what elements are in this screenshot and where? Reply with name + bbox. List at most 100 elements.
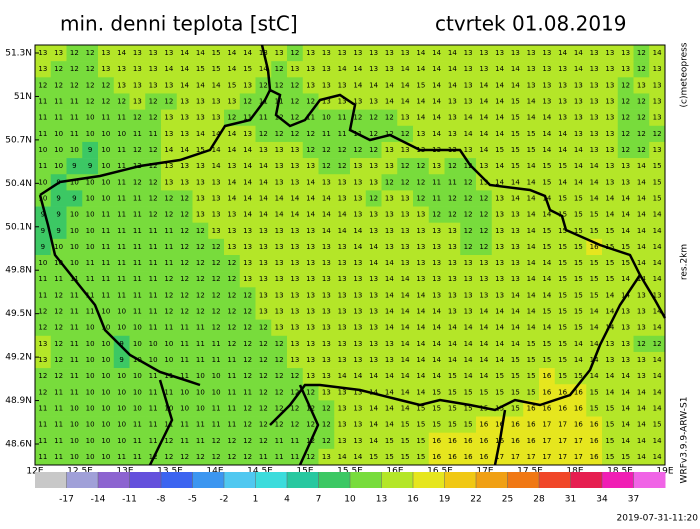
temperature-value: 14	[385, 259, 394, 267]
temperature-cell	[224, 125, 241, 143]
temperature-cell	[35, 222, 52, 240]
temperature-value: 15	[511, 98, 520, 106]
temperature-value: 10	[38, 178, 47, 186]
temperature-value: 15	[605, 259, 614, 267]
temperature-cell	[98, 303, 115, 320]
temperature-value: 13	[369, 162, 378, 170]
temperature-value: 13	[227, 162, 236, 170]
temperature-value: 13	[353, 162, 362, 170]
temperature-cell	[287, 319, 304, 337]
temperature-cell	[444, 384, 461, 401]
temperature-cell	[428, 238, 445, 256]
temperature-cell	[192, 222, 209, 240]
temperature-cell	[239, 174, 256, 191]
temperature-cell	[66, 287, 83, 304]
temperature-cell	[318, 319, 335, 337]
temperature-cell	[539, 174, 556, 191]
temperature-value: 13	[369, 65, 378, 73]
temperature-cell	[161, 255, 178, 272]
temperature-cell	[460, 335, 477, 353]
temperature-cell	[476, 141, 493, 159]
temperature-cell	[129, 45, 146, 62]
temperature-cell	[444, 416, 461, 433]
temperature-cell	[98, 174, 115, 191]
temperature-cell	[633, 351, 650, 369]
temperature-value: 9	[56, 211, 60, 219]
temperature-cell	[50, 190, 67, 207]
temperature-value: 15	[574, 291, 583, 299]
temperature-value: 15	[196, 65, 205, 73]
temperature-cell	[413, 335, 430, 353]
temperature-value: 13	[432, 227, 441, 235]
temperature-cell	[365, 45, 382, 62]
temperature-cell	[129, 416, 146, 433]
temperature-value: 11	[38, 421, 47, 429]
temperature-cell	[507, 416, 524, 433]
temperature-cell	[507, 400, 524, 417]
temperature-cell	[649, 158, 666, 175]
temperature-cell	[586, 206, 603, 223]
temperature-value: 14	[369, 81, 378, 89]
temperature-value: 13	[290, 324, 299, 332]
temperature-value: 12	[338, 162, 347, 170]
temperature-cell	[255, 400, 272, 417]
temperature-cell	[302, 255, 319, 272]
temperature-value: 12	[464, 211, 473, 219]
temperature-value: 14	[385, 275, 394, 283]
colorbar-segment	[413, 472, 445, 488]
temperature-cell	[334, 93, 351, 110]
temperature-value: 11	[117, 243, 126, 251]
temperature-value: 15	[605, 421, 614, 429]
temperature-value: 14	[464, 372, 473, 380]
temperature-cell	[444, 303, 461, 320]
temperature-value: 14	[338, 227, 347, 235]
temperature-cell	[554, 206, 571, 223]
temperature-value: 13	[117, 65, 126, 73]
temperature-cell	[365, 287, 382, 304]
temperature-cell	[570, 158, 587, 175]
temperature-cell	[491, 222, 508, 240]
temperature-cell	[129, 222, 146, 240]
temperature-cell	[507, 61, 524, 78]
temperature-value: 13	[605, 340, 614, 348]
temperature-cell	[334, 303, 351, 320]
temperature-value: 12	[259, 372, 268, 380]
temperature-cell	[523, 271, 540, 288]
temperature-value: 13	[212, 178, 221, 186]
temperature-cell	[208, 303, 225, 320]
temperature-cell	[365, 255, 382, 272]
temperature-value: 11	[70, 356, 79, 364]
temperature-value: 13	[259, 291, 268, 299]
temperature-cell	[224, 303, 241, 320]
temperature-value: 13	[306, 227, 315, 235]
temperature-cell	[302, 238, 319, 256]
temperature-value: 12	[196, 453, 205, 461]
temperature-value: 13	[369, 356, 378, 364]
colorbar-label: 7	[316, 495, 322, 505]
temperature-value: 10	[86, 227, 95, 235]
temperature-cell	[208, 255, 225, 272]
temperature-value: 13	[306, 324, 315, 332]
colorbar-segment	[66, 472, 99, 488]
temperature-cell	[239, 222, 256, 240]
temperature-cell	[476, 384, 493, 401]
temperature-value: 14	[653, 259, 662, 267]
temperature-cell	[98, 206, 115, 223]
temperature-cell	[129, 287, 146, 304]
temperature-value: 14	[464, 324, 473, 332]
temperature-cell	[507, 368, 524, 385]
temperature-value: 13	[653, 114, 662, 122]
temperature-cell	[113, 93, 130, 110]
temperature-value: 14	[542, 275, 551, 283]
temperature-value: 12	[275, 388, 284, 396]
temperature-cell	[239, 368, 256, 385]
temperature-cell	[413, 368, 430, 385]
temperature-value: 12	[243, 98, 252, 106]
temperature-value: 15	[621, 453, 630, 461]
temperature-cell	[413, 255, 430, 272]
temperature-value: 14	[542, 324, 551, 332]
temperature-value: 14	[243, 211, 252, 219]
temperature-value: 10	[86, 211, 95, 219]
colorbar-segment	[255, 472, 288, 488]
temperature-value: 12	[621, 114, 630, 122]
